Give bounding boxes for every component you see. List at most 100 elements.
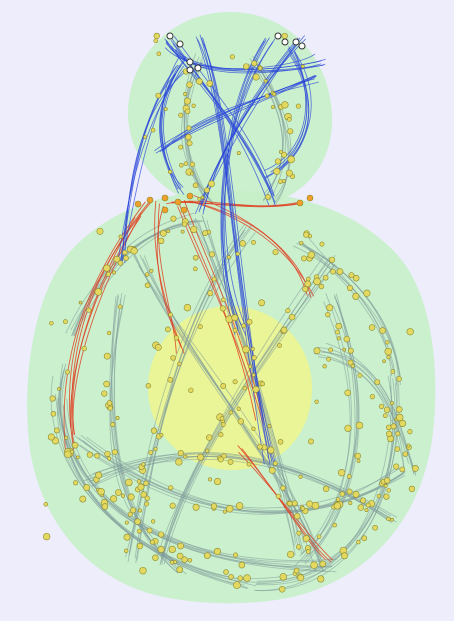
graph-node — [43, 502, 49, 507]
graph-node — [251, 373, 256, 377]
graph-node — [137, 508, 142, 513]
gray-edge — [133, 255, 325, 568]
gray-edge — [83, 455, 392, 520]
graph-node — [159, 229, 167, 237]
red-edge — [69, 200, 153, 450]
graph-node — [287, 550, 295, 559]
graph-node — [313, 277, 321, 286]
graph-node — [322, 364, 327, 369]
graph-node — [406, 328, 414, 336]
graph-node — [207, 290, 214, 297]
graph-node — [86, 307, 92, 313]
graph-node — [260, 381, 266, 387]
graph-node — [183, 303, 192, 312]
graph-node — [134, 518, 141, 525]
graph-node — [335, 329, 340, 335]
graph-node — [235, 502, 244, 510]
gray-edge — [299, 293, 352, 557]
graph-node — [106, 400, 113, 406]
graph-node — [357, 373, 363, 378]
graph-node — [280, 326, 288, 334]
graph-node — [297, 574, 305, 582]
graph-node — [146, 527, 153, 534]
marker-node — [194, 64, 202, 72]
graph-node — [110, 495, 118, 503]
graph-node — [110, 422, 116, 427]
hub-node — [174, 198, 182, 206]
graph-node — [97, 488, 105, 496]
graph-node — [242, 386, 248, 391]
gray-edge — [304, 294, 360, 565]
graph-node — [333, 502, 342, 510]
gray-edge — [201, 215, 296, 556]
graph-node — [287, 155, 295, 164]
graph-node — [374, 379, 381, 385]
graph-node — [243, 574, 251, 582]
graph-node — [395, 406, 403, 413]
graph-node — [222, 509, 227, 514]
graph-node — [287, 117, 292, 122]
graph-node — [346, 285, 354, 292]
graph-node — [75, 455, 80, 460]
graph-node — [96, 227, 104, 235]
graph-node — [104, 450, 111, 458]
graph-node — [172, 559, 177, 564]
graph-node — [288, 313, 296, 321]
gray-edge — [91, 452, 397, 518]
graph-node — [103, 380, 110, 388]
graph-node — [192, 182, 199, 189]
graph-node — [208, 180, 215, 188]
graph-node — [372, 524, 378, 531]
graph-node — [285, 169, 293, 177]
marker-layer — [166, 32, 306, 74]
graph-node — [379, 327, 386, 334]
graph-node — [157, 545, 165, 553]
graph-node — [81, 345, 87, 352]
graph-node — [188, 387, 194, 393]
graph-node — [307, 251, 315, 259]
graph-node — [221, 297, 226, 303]
graph-node — [136, 542, 144, 550]
graph-node — [386, 516, 391, 522]
graph-node — [287, 500, 293, 507]
graph-node — [361, 535, 368, 542]
graph-node — [150, 427, 158, 434]
graph-node — [273, 167, 281, 175]
graph-node — [170, 215, 177, 222]
graph-node — [152, 554, 159, 562]
hub-node — [134, 200, 142, 208]
graph-node — [385, 430, 393, 437]
graph-node — [247, 364, 252, 369]
graph-node — [407, 429, 413, 435]
graph-node — [314, 399, 319, 404]
gray-edge — [111, 295, 179, 573]
blue-edge — [166, 40, 326, 70]
graph-node — [399, 466, 406, 473]
graph-node — [280, 485, 286, 491]
gray-edge — [325, 342, 417, 476]
graph-node — [111, 449, 118, 456]
graph-node — [206, 434, 213, 441]
graph-node — [265, 194, 271, 200]
graph-node — [280, 151, 288, 158]
graph-node — [336, 336, 341, 341]
graph-node — [144, 501, 150, 507]
graph-node — [346, 474, 352, 479]
graph-node — [237, 418, 244, 425]
graph-node — [206, 80, 214, 87]
graph-node — [236, 406, 241, 411]
graph-node — [177, 361, 182, 366]
graph-node — [185, 108, 191, 114]
graph-node — [223, 569, 229, 575]
graph-node — [263, 79, 268, 83]
graph-node — [304, 280, 312, 288]
graph-node — [169, 502, 176, 509]
graph-node — [209, 251, 215, 258]
blue-edge — [159, 65, 182, 190]
graph-node — [158, 531, 165, 538]
graph-node — [225, 504, 234, 513]
graph-node — [220, 383, 227, 389]
graph-node — [143, 135, 147, 139]
graph-node — [53, 427, 60, 434]
